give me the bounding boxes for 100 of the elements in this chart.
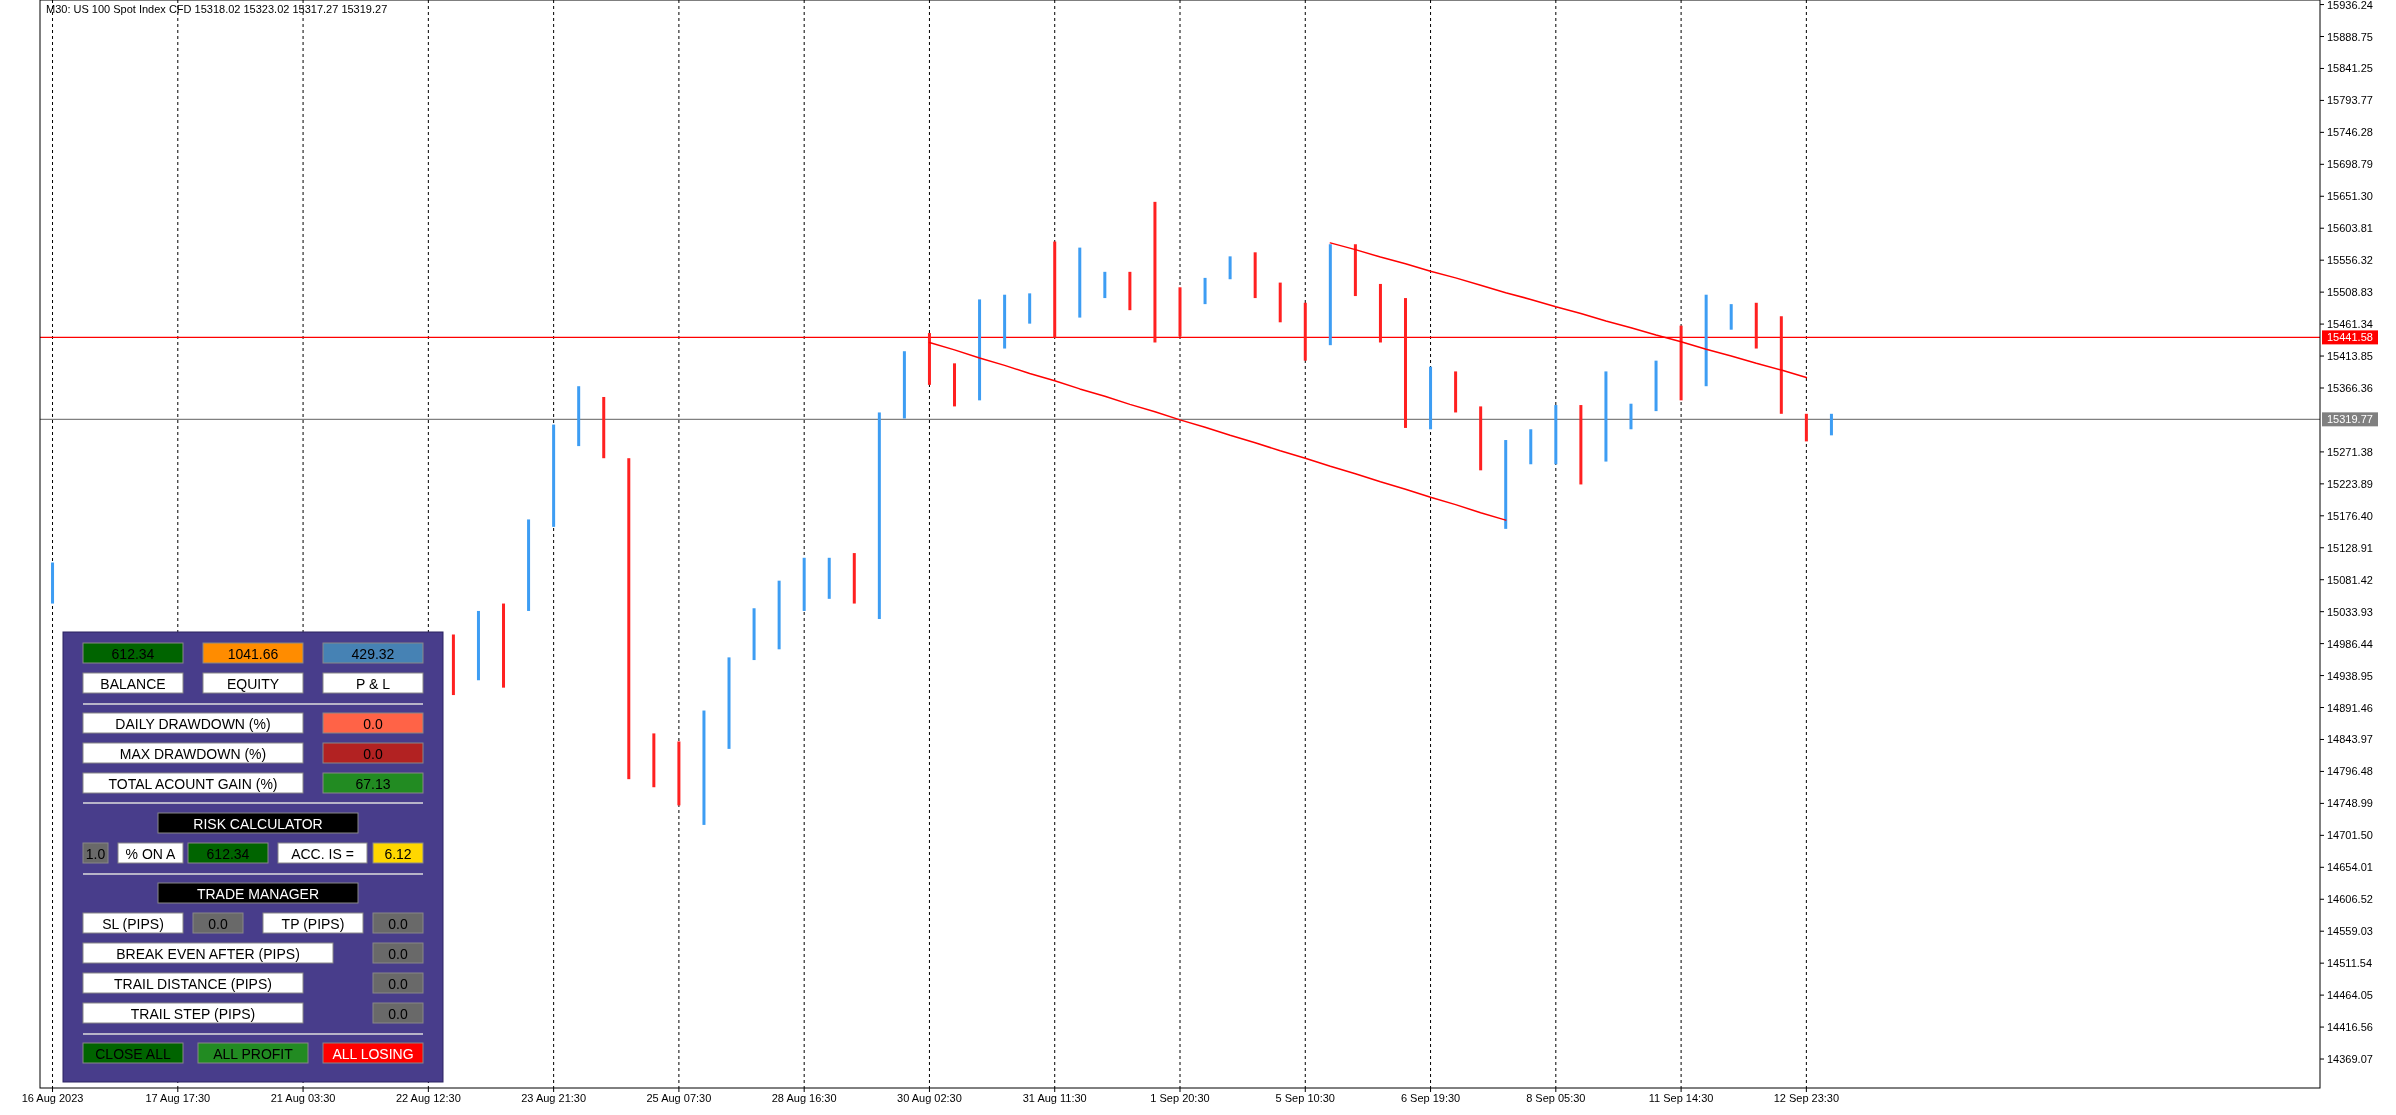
bar	[1829, 413, 1833, 436]
y-tick-label: 15128.91	[2327, 541, 2373, 554]
annotation: % ON A	[125, 846, 177, 862]
y-tick-label: 14511.54	[2327, 957, 2373, 970]
y-tick-label: 15651.30	[2327, 190, 2373, 203]
bar	[1804, 413, 1808, 442]
bar	[1253, 252, 1257, 299]
y-tick-label: 15223.89	[2327, 477, 2373, 490]
bar	[1654, 360, 1658, 412]
x-tick-label: 8 Sep 05:30	[1526, 1092, 1586, 1104]
bar	[927, 333, 931, 385]
annotation: P & L	[356, 676, 391, 692]
annotation: EQUITY	[226, 676, 280, 692]
annotation: TRAIL DISTANCE (PIPS)	[114, 976, 272, 992]
annotation: ALL LOSING	[332, 1046, 414, 1062]
bar	[1729, 304, 1733, 330]
bar	[1003, 294, 1007, 349]
bar	[1454, 371, 1458, 413]
x-tick-label: 22 Aug 12:30	[395, 1092, 461, 1104]
annotation: SL (PIPS)	[102, 916, 164, 932]
annotation: 612.34	[111, 646, 155, 662]
annotation: 67.13	[355, 776, 391, 792]
y-tick-label: 14843.97	[2327, 733, 2373, 746]
ref-line-label: 15441.58	[2327, 331, 2373, 344]
bar	[1704, 294, 1708, 387]
bar	[953, 363, 957, 407]
bar	[727, 657, 731, 749]
bar	[827, 557, 831, 599]
y-tick-label: 15936.24	[2327, 0, 2373, 11]
y-tick-label: 15271.38	[2327, 445, 2373, 458]
bar	[1178, 287, 1182, 337]
bar	[802, 557, 806, 611]
annotation: BREAK EVEN AFTER (PIPS)	[116, 946, 300, 962]
bar	[527, 519, 531, 611]
bar	[1579, 405, 1583, 485]
annotation: 0.0	[363, 746, 383, 762]
y-tick-label: 14654.01	[2327, 861, 2373, 874]
y-tick-label: 15461.34	[2327, 318, 2373, 331]
x-tick-label: 31 Aug 11:30	[1022, 1092, 1087, 1104]
annotation: 0.0	[388, 946, 408, 962]
bar	[1303, 302, 1307, 361]
bar	[1278, 282, 1282, 323]
x-tick-label: 28 Aug 16:30	[771, 1092, 837, 1104]
y-tick-label: 14369.07	[2327, 1053, 2373, 1066]
bar	[1504, 440, 1508, 529]
bar	[552, 424, 556, 527]
x-tick-label: 11 Sep 14:30	[1648, 1092, 1714, 1104]
annotation: MAX DRAWDOWN (%)	[119, 746, 267, 762]
y-tick-label: 15841.25	[2327, 62, 2373, 75]
bar	[1028, 293, 1032, 324]
y-tick-label: 15793.77	[2327, 94, 2373, 107]
bar	[1103, 271, 1107, 299]
y-tick-label: 14464.05	[2327, 989, 2373, 1002]
x-tick-label: 1 Sep 20:30	[1150, 1092, 1210, 1104]
annotation: 612.34	[206, 846, 250, 862]
x-tick-label: 16 Aug 2023	[21, 1092, 84, 1104]
bar	[1128, 271, 1132, 311]
y-tick-label: 15366.36	[2327, 381, 2373, 394]
bar	[577, 386, 581, 447]
bar	[1078, 247, 1082, 318]
bar	[1754, 302, 1758, 349]
y-tick-label: 15033.93	[2327, 605, 2373, 618]
y-tick-label: 14701.50	[2327, 829, 2373, 842]
y-tick-label: 14796.48	[2327, 765, 2373, 778]
bar	[1203, 277, 1207, 305]
y-tick-label: 14559.03	[2327, 925, 2373, 938]
y-tick-label: 15081.42	[2327, 573, 2373, 586]
y-tick-label: 14891.46	[2327, 701, 2373, 714]
bar	[777, 580, 781, 650]
bar	[852, 553, 856, 604]
annotation: TP (PIPS)	[281, 916, 345, 932]
y-tick-label: 15603.81	[2327, 222, 2373, 235]
bar	[1479, 406, 1483, 471]
y-tick-label: 14986.44	[2327, 637, 2373, 650]
bar	[1429, 366, 1433, 430]
annotation: 0.0	[208, 916, 228, 932]
annotation: 0.0	[388, 916, 408, 932]
chart-title: M30: US 100 Spot Index CFD 15318.02 15323.02 15317.27 15319.27	[46, 3, 388, 15]
annotation: TRAIL STEP (PIPS)	[130, 1006, 256, 1022]
annotation: TRADE MANAGER	[196, 886, 320, 902]
annotation: 1041.66	[227, 646, 279, 662]
y-tick-label: 14606.52	[2327, 893, 2373, 906]
line-series	[928, 341, 1507, 521]
x-tick-label: 6 Sep 19:30	[1400, 1092, 1461, 1104]
bar	[1228, 256, 1232, 280]
y-tick-label: 15556.32	[2327, 254, 2373, 267]
bar	[752, 608, 756, 661]
annotation: 1.0	[85, 846, 106, 862]
annotation: 0.0	[388, 1006, 408, 1022]
bar	[451, 634, 455, 696]
annotation: ALL PROFIT	[213, 1046, 294, 1062]
bar	[1604, 371, 1608, 462]
bar	[1629, 403, 1633, 430]
x-tick-label: 23 Aug 21:30	[521, 1092, 587, 1104]
y-tick-label: 14938.95	[2327, 669, 2373, 682]
x-tick-label: 25 Aug 07:30	[646, 1092, 712, 1104]
bar	[1328, 244, 1332, 346]
bar	[1353, 244, 1357, 297]
x-tick-label: 17 Aug 17:30	[145, 1092, 211, 1104]
y-tick-label: 15746.28	[2327, 126, 2373, 139]
